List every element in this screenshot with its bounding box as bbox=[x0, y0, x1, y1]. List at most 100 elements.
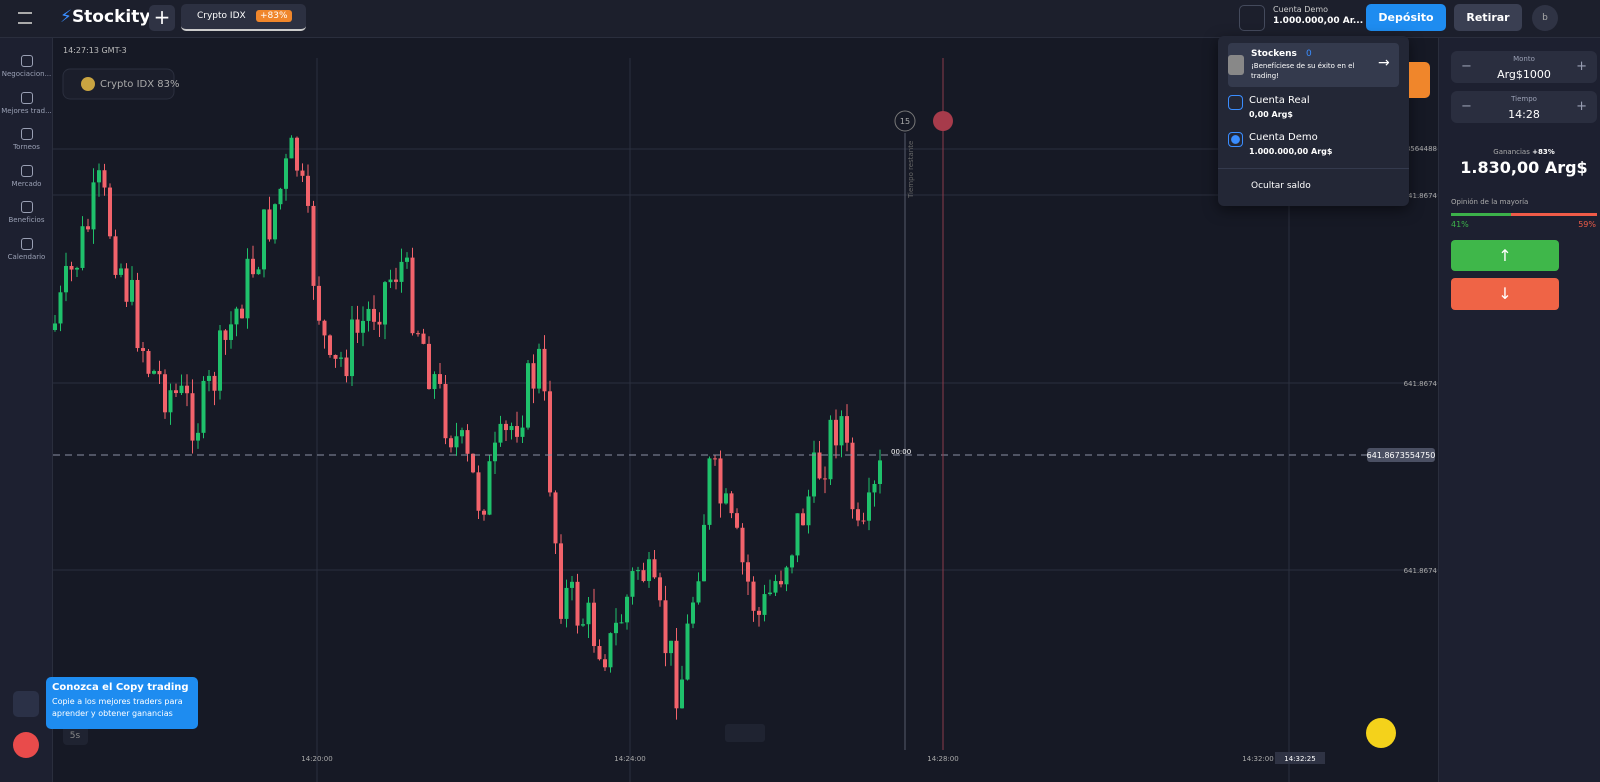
candle bbox=[779, 581, 783, 585]
down-button[interactable]: ↓ bbox=[1451, 278, 1559, 310]
candle bbox=[702, 524, 706, 582]
candle bbox=[773, 581, 778, 593]
candle bbox=[784, 567, 789, 585]
nav-label: Mejores trad... bbox=[1, 107, 52, 115]
candle bbox=[559, 543, 563, 619]
candle bbox=[509, 426, 514, 431]
candle bbox=[289, 137, 294, 159]
candle bbox=[317, 285, 321, 321]
zoom-buttons[interactable] bbox=[725, 724, 765, 742]
candle bbox=[152, 371, 156, 374]
candle bbox=[729, 493, 734, 514]
candle bbox=[476, 472, 481, 511]
candle bbox=[284, 158, 288, 189]
countdown: 15 bbox=[900, 117, 910, 126]
nav-item[interactable]: Torneos bbox=[0, 128, 53, 151]
candle bbox=[581, 624, 585, 626]
candle bbox=[405, 257, 409, 262]
candle bbox=[58, 292, 63, 324]
candle bbox=[878, 460, 882, 484]
candle bbox=[592, 602, 596, 647]
timer: 00:00 bbox=[891, 448, 911, 456]
promo-button[interactable] bbox=[1409, 62, 1430, 98]
account-balance: 1.000.000,00 Ar... bbox=[1273, 16, 1364, 26]
candle bbox=[823, 478, 827, 480]
candle bbox=[570, 581, 574, 588]
minus[interactable]: − bbox=[1461, 59, 1472, 74]
candle bbox=[707, 458, 712, 525]
candle bbox=[680, 679, 684, 709]
opinion-up: 41% bbox=[1451, 220, 1469, 229]
minus[interactable]: − bbox=[1461, 99, 1472, 114]
candle bbox=[641, 570, 646, 582]
divider bbox=[1218, 168, 1409, 169]
candle bbox=[812, 452, 816, 497]
countdown-circle bbox=[894, 110, 916, 132]
help-button[interactable] bbox=[13, 732, 39, 758]
time-label: 14:32:00 bbox=[1242, 755, 1273, 763]
deposit-button[interactable]: Depósito bbox=[1366, 4, 1446, 31]
time-label: 14:28:00 bbox=[927, 755, 958, 763]
radio[interactable] bbox=[1228, 95, 1243, 110]
account-label[interactable]: Cuenta Demo bbox=[1273, 5, 1328, 14]
candle bbox=[603, 659, 607, 668]
add-tab[interactable]: + bbox=[149, 5, 175, 31]
nav-item[interactable]: Mercado bbox=[0, 165, 53, 188]
current-price: 641.8673554750 bbox=[1367, 451, 1436, 460]
plus[interactable]: + bbox=[1576, 99, 1587, 114]
avatar[interactable]: b bbox=[1532, 5, 1558, 31]
demo-balance: 1.000.000,00 Arg$ bbox=[1249, 147, 1333, 156]
up-button[interactable]: ↑ bbox=[1451, 240, 1559, 271]
copy-trading-tip[interactable]: Conozca el Copy trading Copie a los mejo… bbox=[46, 677, 198, 729]
candle bbox=[339, 357, 343, 359]
chat-button[interactable] bbox=[1366, 718, 1396, 748]
nav-item[interactable]: Beneficios bbox=[0, 201, 53, 224]
asset-tab-name: Crypto IDX bbox=[197, 11, 246, 21]
time-box[interactable]: − Tiempo 14:28 + bbox=[1451, 91, 1597, 123]
nav-label: Torneos bbox=[13, 143, 40, 151]
menu-icon[interactable] bbox=[18, 12, 32, 24]
candle bbox=[322, 320, 327, 336]
radio-checked[interactable] bbox=[1228, 132, 1243, 147]
candle bbox=[130, 279, 134, 302]
stockens-card[interactable]: Stockens 0 ¡Benefíciese de su éxito en e… bbox=[1228, 43, 1399, 87]
candle bbox=[168, 390, 173, 413]
real-balance: 0,00 Arg$ bbox=[1249, 110, 1293, 119]
hide-balance[interactable]: Ocultar saldo bbox=[1251, 181, 1311, 191]
plus[interactable]: + bbox=[1576, 59, 1587, 74]
chart: 15 Tiempo restante 00:00 641.8673554750 … bbox=[53, 38, 1438, 782]
nav-item[interactable]: Negociacion... bbox=[0, 55, 53, 78]
candle bbox=[394, 279, 398, 282]
refresh-button[interactable] bbox=[1239, 5, 1265, 31]
profit: 1.830,00 Arg$ bbox=[1460, 158, 1588, 177]
candle bbox=[751, 581, 756, 611]
copy-button[interactable] bbox=[13, 691, 39, 717]
price-label: 3564488 bbox=[1406, 145, 1437, 153]
nav-item[interactable]: Calendario bbox=[0, 238, 53, 261]
asset-tab-payout: +83% bbox=[256, 10, 292, 22]
time-label: 14:20:00 bbox=[301, 755, 332, 763]
candle bbox=[658, 577, 662, 601]
candle bbox=[69, 265, 74, 270]
candle bbox=[850, 442, 855, 510]
candle bbox=[564, 587, 569, 619]
candle bbox=[806, 496, 811, 526]
demo-label[interactable]: Cuenta Demo bbox=[1249, 132, 1318, 143]
asset-name: Crypto IDX 83% bbox=[100, 79, 179, 90]
grid bbox=[53, 58, 1438, 782]
amount-box[interactable]: − Monto Arg$1000 + bbox=[1451, 51, 1597, 83]
real-label[interactable]: Cuenta Real bbox=[1249, 95, 1310, 106]
time: 14:28 bbox=[1508, 108, 1540, 121]
opinion-label: Opinión de la mayoría bbox=[1451, 198, 1529, 206]
candle bbox=[493, 442, 497, 462]
candle bbox=[157, 371, 162, 375]
asset-tab[interactable]: Crypto IDX +83% bbox=[181, 4, 306, 31]
time-tag bbox=[1275, 752, 1325, 764]
nav-item[interactable]: Mejores trad... bbox=[0, 92, 53, 115]
candle bbox=[471, 453, 475, 473]
candle bbox=[465, 430, 470, 454]
brand-text: Stockity bbox=[71, 7, 151, 27]
profit-pct: +83% bbox=[1532, 148, 1555, 156]
withdraw-button[interactable]: Retirar bbox=[1454, 4, 1522, 31]
asset-pill[interactable] bbox=[62, 68, 175, 100]
